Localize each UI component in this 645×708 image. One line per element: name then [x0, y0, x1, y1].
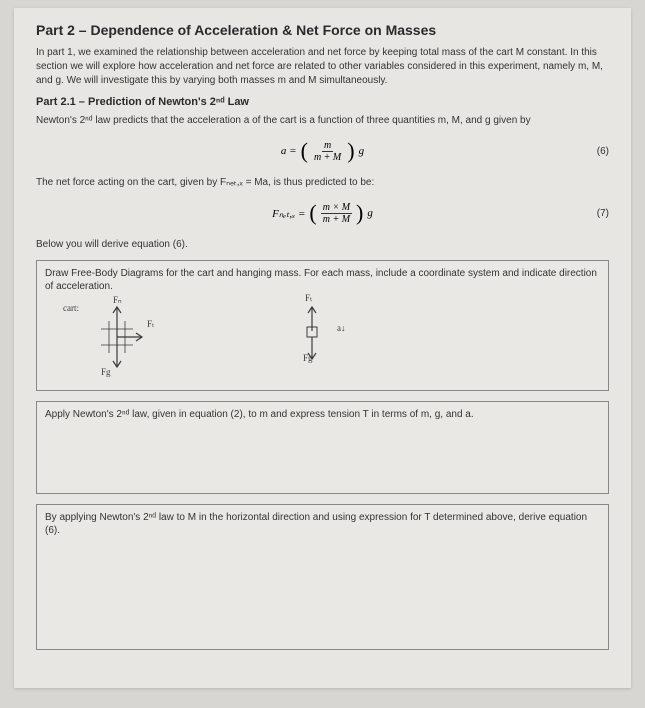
cart-fbd-sketch: [87, 299, 147, 377]
rparen-icon: ): [347, 142, 354, 160]
equation-7: Fₙₑₜ,ₓ = ( m × M m + M ) g: [272, 202, 373, 225]
fbd-instruction: Draw Free-Body Diagrams for the cart and…: [37, 261, 608, 295]
hand-label-ft2: Fₜ: [305, 293, 313, 304]
netforce-text: The net force acting on the cart, given …: [36, 176, 609, 190]
tension-instruction: Apply Newton's 2ⁿᵈ law, given in equatio…: [37, 402, 608, 423]
prediction-text: Newton's 2ⁿᵈ law predicts that the accel…: [36, 114, 609, 128]
eq7-fraction: m × M m + M: [321, 202, 352, 225]
equation-6-row: a = ( m m + M ) g (6): [36, 136, 609, 166]
hand-label-fn: Fₙ: [113, 295, 122, 306]
lparen-icon: (: [309, 204, 316, 222]
below-text: Below you will derive equation (6).: [36, 238, 609, 252]
derive-box: By applying Newton's 2ⁿᵈ law to M in the…: [36, 504, 609, 650]
eq6-lhs: a =: [281, 145, 297, 157]
equation-7-row: Fₙₑₜ,ₓ = ( m × M m + M ) g (7): [36, 198, 609, 228]
equation-6: a = ( m m + M ) g: [281, 140, 364, 163]
derive-work-area: [37, 539, 608, 649]
intro-paragraph: In part 1, we examined the relationship …: [36, 46, 609, 88]
derive-instruction: By applying Newton's 2ⁿᵈ law to M in the…: [37, 505, 608, 539]
tension-work-area: [37, 423, 608, 493]
eq6-denominator: m + M: [312, 152, 343, 163]
eq6-number: (6): [597, 146, 609, 157]
tension-box: Apply Newton's 2ⁿᵈ law, given in equatio…: [36, 401, 609, 494]
hand-label-ft: Fₜ: [147, 319, 155, 330]
fbd-box: Draw Free-Body Diagrams for the cart and…: [36, 260, 609, 391]
part2-title: Part 2 – Dependence of Acceleration & Ne…: [36, 22, 609, 38]
worksheet-page: Part 2 – Dependence of Acceleration & Ne…: [14, 8, 631, 688]
hand-label-cart: cart:: [63, 303, 79, 313]
part21-subhead: Part 2.1 – Prediction of Newton's 2ⁿᵈ La…: [36, 96, 609, 108]
eq7-number: (7): [597, 208, 609, 219]
hand-label-a: a↓: [337, 323, 346, 333]
eq7-tail: g: [367, 207, 373, 219]
hand-label-fg2: Fg: [303, 353, 313, 363]
eq7-lhs: Fₙₑₜ,ₓ =: [272, 207, 305, 220]
fbd-drawing-area: cart: Fₙ Fₜ Fg: [37, 295, 608, 390]
lparen-icon: (: [301, 142, 308, 160]
eq7-denominator: m + M: [321, 214, 352, 225]
eq6-numerator: m: [322, 140, 333, 152]
eq7-numerator: m × M: [321, 202, 352, 214]
hand-label-fg: Fg: [101, 367, 111, 377]
eq6-tail: g: [359, 145, 365, 157]
eq6-fraction: m m + M: [312, 140, 343, 163]
rparen-icon: ): [356, 204, 363, 222]
